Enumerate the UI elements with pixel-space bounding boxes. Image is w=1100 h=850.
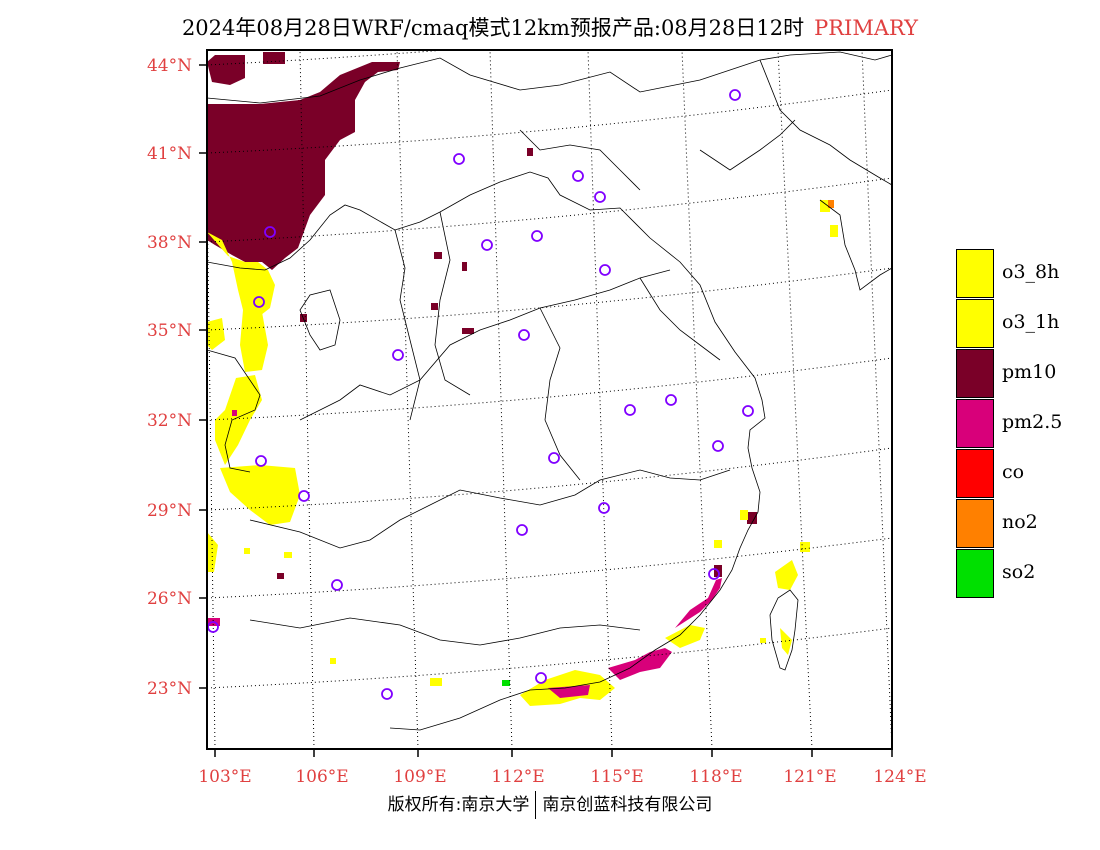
station-markers [207, 89, 754, 700]
map-frame [206, 49, 893, 750]
lat-ticks [199, 64, 207, 689]
lon-label-106: 106°E [295, 767, 348, 787]
legend-swatch [956, 399, 994, 448]
lon-label-118: 118°E [689, 767, 742, 787]
lon-label-121: 121°E [783, 767, 836, 787]
copyright-right: 南京创蓝科技有限公司 [542, 795, 713, 815]
copyright-left: 版权所有:南京大学 [387, 795, 530, 815]
lon-label-112: 112°E [491, 767, 544, 787]
lat-label-32: 32°N [147, 411, 192, 431]
map-title: 2024年08月28日WRF/cmaq模式12km预报产品:08月28日12时 P… [0, 12, 1100, 42]
boundaries [207, 51, 892, 731]
lon-label-124: 124°E [873, 767, 926, 787]
primary-tag: PRIMARY [814, 16, 919, 40]
map-content [207, 50, 892, 749]
so2-cell [502, 680, 510, 686]
legend-swatch [956, 299, 994, 348]
legend-label: no2 [1002, 511, 1038, 533]
lat-label-41: 41°N [147, 144, 192, 164]
lat-label-26: 26°N [147, 589, 192, 609]
lat-label-44: 44°N [147, 56, 192, 76]
lat-label-35: 35°N [147, 321, 192, 341]
legend-swatch [956, 249, 994, 298]
legend-label: o3_1h [1002, 311, 1060, 333]
lon-ticks [214, 749, 893, 757]
lat-label-38: 38°N [147, 233, 192, 253]
footer-separator [535, 791, 537, 819]
lon-label-109: 109°E [393, 767, 446, 787]
lat-label-23: 23°N [147, 679, 192, 699]
legend-label: so2 [1002, 561, 1036, 583]
legend-label: co [1002, 461, 1025, 483]
lon-label-115: 115°E [590, 767, 643, 787]
no2-cell [828, 200, 834, 208]
legend-swatch [956, 449, 994, 498]
lat-label-29: 29°N [147, 501, 192, 521]
copyright-footer: 版权所有:南京大学 南京创蓝科技有限公司 [0, 790, 1100, 819]
legend-label: o3_8h [1002, 261, 1060, 283]
o3-area [207, 200, 838, 706]
legend-label: pm10 [1002, 361, 1057, 383]
legend-label: pm2.5 [1002, 411, 1063, 433]
title-text: 2024年08月28日WRF/cmaq模式12km预报产品:08月28日12时 [181, 16, 805, 40]
legend-swatch [956, 349, 994, 398]
legend-swatch [956, 499, 994, 548]
lon-label-103: 103°E [198, 767, 251, 787]
legend-swatch [956, 549, 994, 598]
